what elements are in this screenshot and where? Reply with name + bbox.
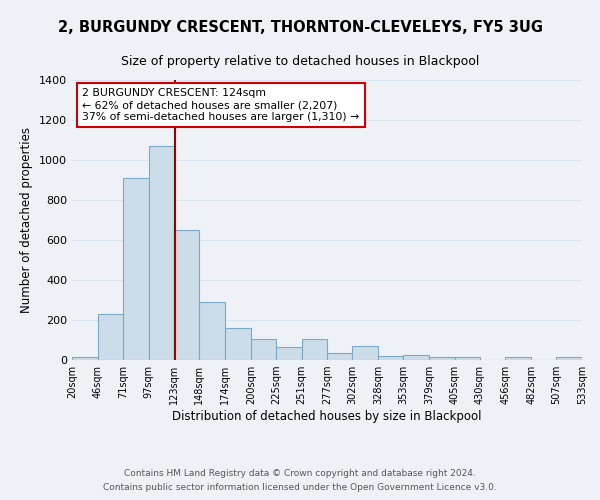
Bar: [276, 347, 302, 360]
Bar: [149, 146, 175, 360]
Bar: [403, 355, 429, 360]
Text: 2, BURGUNDY CRESCENT, THORNTON-CLEVELEYS, FY5 3UG: 2, BURGUNDY CRESCENT, THORNTON-CLEVELEYS…: [58, 20, 542, 35]
Bar: [455, 357, 479, 360]
Bar: [251, 339, 276, 360]
Bar: [352, 346, 378, 360]
Bar: [556, 357, 582, 360]
Text: Size of property relative to detached houses in Blackpool: Size of property relative to detached ho…: [121, 55, 479, 68]
Bar: [175, 230, 199, 360]
Text: 2 BURGUNDY CRESCENT: 124sqm
← 62% of detached houses are smaller (2,207)
37% of : 2 BURGUNDY CRESCENT: 124sqm ← 62% of det…: [82, 88, 359, 122]
Text: Contains HM Land Registry data © Crown copyright and database right 2024.: Contains HM Land Registry data © Crown c…: [124, 468, 476, 477]
Bar: [429, 357, 455, 360]
X-axis label: Distribution of detached houses by size in Blackpool: Distribution of detached houses by size …: [172, 410, 482, 423]
Bar: [98, 314, 123, 360]
Bar: [378, 356, 403, 360]
Text: Contains public sector information licensed under the Open Government Licence v3: Contains public sector information licen…: [103, 484, 497, 492]
Bar: [72, 357, 98, 360]
Bar: [199, 302, 225, 360]
Bar: [328, 353, 352, 360]
Bar: [123, 178, 149, 360]
Bar: [302, 339, 328, 360]
Y-axis label: Number of detached properties: Number of detached properties: [20, 127, 34, 313]
Bar: [225, 328, 251, 360]
Bar: [505, 357, 531, 360]
